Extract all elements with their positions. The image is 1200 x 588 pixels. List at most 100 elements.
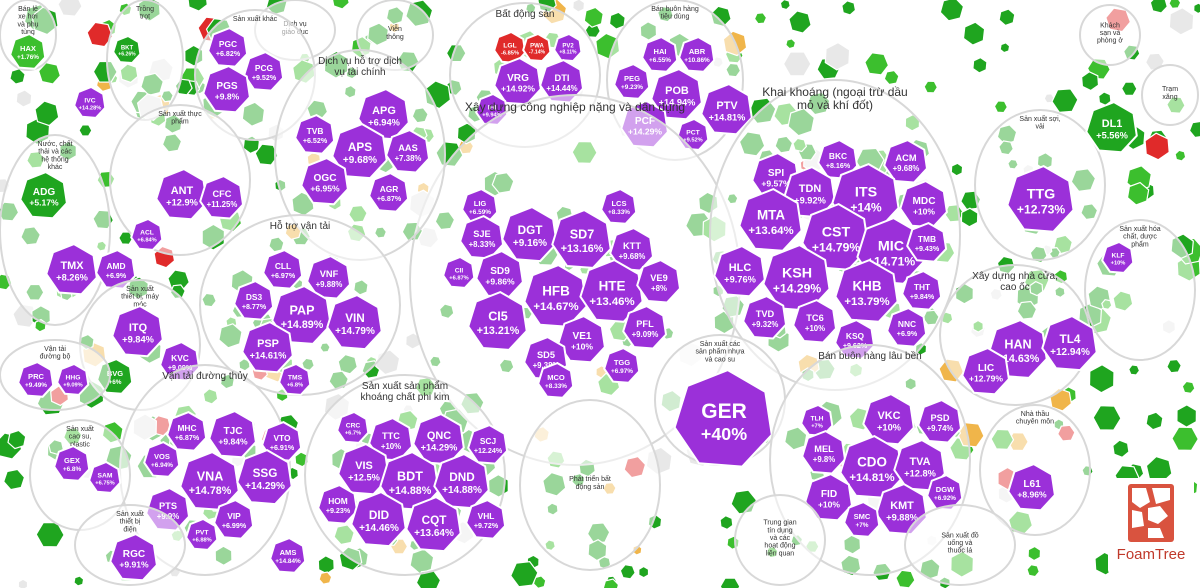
stock-cell-mhc[interactable]: MHC+6.87% <box>166 410 208 452</box>
stock-cell-shape <box>202 64 251 114</box>
stock-cell-sam[interactable]: SAM+6.75% <box>88 460 122 494</box>
stock-cell-cii[interactable]: CII+6.87% <box>442 255 476 289</box>
stock-cell-pgc[interactable]: PGC+6.82% <box>207 26 249 68</box>
sector-group[interactable]: Trạm xăng <box>1141 64 1199 126</box>
stock-cell-shape <box>804 472 853 522</box>
stock-cell-shape <box>269 536 307 574</box>
stock-cell-shape <box>326 293 383 351</box>
filler-cell <box>317 555 335 575</box>
stock-cell-shape <box>792 298 838 344</box>
stock-cell-ve9[interactable]: VE9+8% <box>636 258 682 304</box>
stock-cell-scj[interactable]: SCJ+12.24% <box>467 423 509 465</box>
stock-cell-nnc[interactable]: NNC+6.9% <box>886 306 928 348</box>
stock-cell-hom[interactable]: HOM+9.23% <box>317 483 359 525</box>
stock-cell-shape <box>673 368 773 468</box>
stock-cell-dl1[interactable]: DL1+5.56% <box>1085 100 1138 154</box>
sector-group[interactable]: Sản xuất đồ uống và thuốc lá <box>904 504 1016 586</box>
stock-cell-crc[interactable]: CRC+6.7% <box>336 410 370 444</box>
stock-cell-shape <box>843 500 881 538</box>
filler-cell <box>779 0 791 11</box>
stock-cell-hhg[interactable]: HHG+9.09% <box>56 362 90 396</box>
stock-cell-shape <box>467 290 528 351</box>
stock-cell-pfl[interactable]: PFL+9.09% <box>622 304 668 350</box>
stock-cell-pcg[interactable]: PCG+9.52% <box>243 50 285 92</box>
stock-cell-cll[interactable]: CLL+6.97% <box>262 248 304 290</box>
filler-cell <box>78 124 93 137</box>
stock-cell-cfc[interactable]: CFC+11.25% <box>199 174 245 220</box>
stock-cell-abr[interactable]: ABR+10.86% <box>678 35 716 73</box>
stock-cell-tc6[interactable]: TC6+10% <box>792 298 838 344</box>
filler-cell <box>1092 405 1122 431</box>
filler-cell <box>962 21 986 46</box>
stock-cell-shape <box>112 34 142 65</box>
stock-cell-shape <box>405 495 462 553</box>
stock-cell-tms[interactable]: TMS+6.8% <box>278 362 312 396</box>
filler-cell <box>1080 71 1100 92</box>
filler-cell <box>638 565 650 579</box>
stock-cell-tvd[interactable]: TVD+9.32% <box>742 294 788 340</box>
stock-cell-peg[interactable]: PEG+9.23% <box>613 62 651 100</box>
filler-cell <box>788 10 812 34</box>
sector-group[interactable]: Sản xuất thực phẩmANT+12.9%CFC+11.25%ACL+… <box>109 104 251 256</box>
sector-group[interactable]: Sản xuất các sản phẩm nhựa và cao suGER+40… <box>654 334 786 468</box>
stock-cell-gex[interactable]: GEX+6.8% <box>53 444 91 482</box>
sector-group[interactable]: Xây dựng nhà cửa, cao ốcHAN+14.63%TL4+12.… <box>939 264 1098 406</box>
stock-cell-ams[interactable]: AMS+14.84% <box>269 536 307 574</box>
stock-cell-shape <box>17 360 55 398</box>
stock-cell-tvb[interactable]: TVB+6.52% <box>294 113 336 155</box>
stock-cell-shape <box>641 35 679 73</box>
filler-cell <box>1144 132 1170 161</box>
stock-cell-aas[interactable]: AAS+7.38% <box>385 128 431 174</box>
stock-cell-shape <box>73 85 107 119</box>
stock-cell-shape <box>613 62 651 100</box>
stock-cell-shape <box>622 304 668 350</box>
stock-cell-vos[interactable]: VOS+6.94% <box>143 440 181 478</box>
stock-cell-psd[interactable]: PSD+9.74% <box>917 398 963 444</box>
stock-cell-tht[interactable]: THT+9.84% <box>901 269 943 311</box>
stock-cell-prc[interactable]: PRC+9.49% <box>17 360 55 398</box>
filler-cell <box>1120 81 1138 97</box>
stock-cell-shape <box>906 221 948 263</box>
stock-cell-pv2[interactable]: PV2+8.11% <box>553 32 583 63</box>
stock-cell-smc[interactable]: SMC+7% <box>843 500 881 538</box>
stock-cell-mco[interactable]: MCO+8.33% <box>537 361 575 399</box>
foamtree-logo-text: FoamTree <box>1116 546 1186 563</box>
filler-cell <box>37 62 62 85</box>
sector-group[interactable]: Sản xuất sản phẩm khoáng chất phi kimCRC+… <box>304 374 509 576</box>
filler-cell <box>1168 0 1182 9</box>
stock-cell-bkt[interactable]: BKT+6.26% <box>112 34 142 65</box>
stock-cell-vhl[interactable]: VHL+9.72% <box>465 498 507 540</box>
filler-cell <box>572 0 586 13</box>
stock-cell-ds3[interactable]: DS3+8.77% <box>233 279 275 321</box>
filler-cell <box>1112 439 1130 458</box>
stock-cell-tmb[interactable]: TMB+9.43% <box>906 221 948 263</box>
stock-cell-mel[interactable]: MEL+9.8% <box>801 429 847 475</box>
sector-group[interactable]: Khách sạn và phòng ở <box>1079 4 1141 66</box>
stock-cell-ivc[interactable]: IVC+14.28% <box>73 85 107 119</box>
stock-cell-pwa[interactable]: PWA-7.14% <box>522 32 552 63</box>
stock-cell-agr[interactable]: AGR+6.87% <box>368 171 410 213</box>
filler-cell <box>17 578 29 588</box>
sector-group[interactable]: Phát triển bất động sản <box>519 399 661 571</box>
stock-cell-hai[interactable]: HAI+6.55% <box>641 35 679 73</box>
stock-cell-shape <box>738 187 803 252</box>
stock-cell-hax[interactable]: HAX+1.76% <box>9 32 47 70</box>
stock-cell-pvt[interactable]: PVT+6.88% <box>185 517 219 551</box>
stock-cell-tgg[interactable]: TGG+6.97% <box>603 346 641 384</box>
stock-cell-vip[interactable]: VIP+6.99% <box>213 498 255 540</box>
filler-cell <box>86 21 114 48</box>
sector-group[interactable]: Khai khoáng (ngoại trừ dầu mỏ và khí đốt)… <box>709 79 961 391</box>
stock-cell-shape <box>109 532 158 582</box>
stock-cell-shape <box>839 434 904 499</box>
stock-cell-ptv[interactable]: PTV+14.81% <box>700 82 753 136</box>
stock-cell-acl[interactable]: ACL+6.84% <box>130 217 164 251</box>
filler-cell <box>719 515 734 531</box>
sector-group[interactable]: Trung gian tín dụng và các hoạt động liên qu… <box>734 494 826 586</box>
stock-cell-lcs[interactable]: LCS+8.33% <box>600 187 638 225</box>
stock-cell-klf[interactable]: KLF+10% <box>1101 240 1135 274</box>
